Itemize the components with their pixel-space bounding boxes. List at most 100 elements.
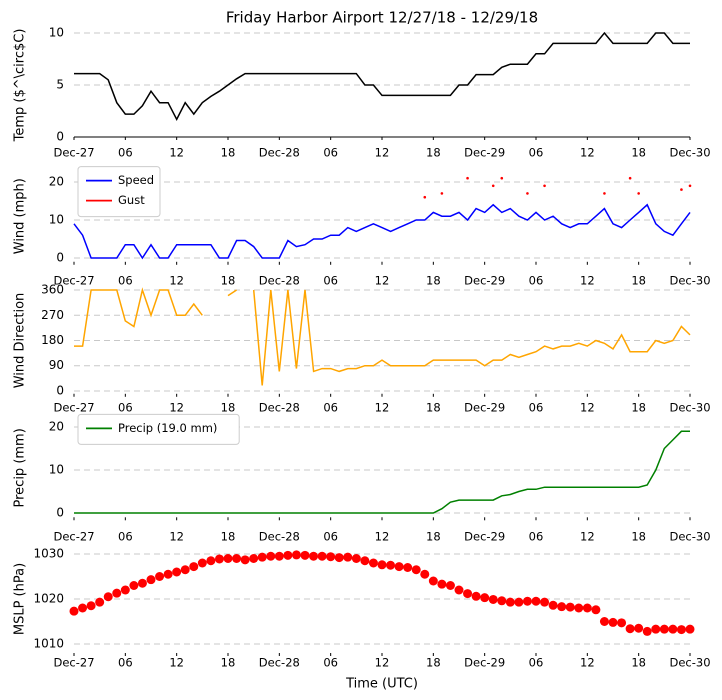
legend-box	[77, 166, 161, 218]
x-tick-label: 12	[169, 530, 184, 544]
x-tick-label: 18	[631, 401, 646, 415]
point	[634, 623, 644, 633]
x-tick-label: 18	[426, 146, 441, 160]
x-tick-label: 06	[323, 530, 338, 544]
point	[497, 596, 507, 606]
point	[514, 597, 524, 607]
point	[617, 618, 627, 628]
y-axis-label: Wind Direction	[13, 293, 28, 389]
x-tick-label: Dec-30	[669, 146, 710, 160]
point	[249, 554, 259, 563]
x-tick-label: 12	[169, 656, 184, 670]
point	[274, 551, 284, 561]
point	[326, 552, 336, 562]
x-tick-label: Dec-29	[464, 401, 505, 415]
x-tick-label: 12	[375, 401, 390, 415]
point	[163, 569, 173, 579]
y-tick-label: 0	[56, 251, 64, 265]
y-axis-label: MSLP (hPa)	[13, 563, 28, 635]
x-tick-label: Dec-28	[259, 146, 300, 160]
point	[206, 556, 216, 566]
point	[463, 589, 473, 599]
x-tick-label: Dec-29	[464, 530, 505, 544]
x-tick-label: 06	[118, 656, 133, 670]
x-tick-label: Dec-30	[669, 530, 710, 544]
series-line	[74, 430, 690, 514]
x-tick-label: Dec-27	[53, 530, 94, 544]
series-line	[73, 203, 691, 260]
point	[309, 551, 319, 561]
point	[78, 603, 88, 613]
point	[266, 551, 276, 561]
x-tick-label: 12	[375, 146, 390, 160]
point	[608, 617, 618, 627]
x-tick-label: 12	[580, 530, 595, 544]
point	[488, 594, 498, 604]
x-tick-label: 12	[580, 656, 595, 670]
point	[522, 596, 532, 606]
point	[368, 558, 378, 568]
point	[445, 581, 455, 590]
x-tick-label: 06	[118, 274, 133, 288]
gust-point	[526, 192, 529, 195]
chart-title: Friday Harbor Airport 12/27/18 - 12/29/1…	[226, 9, 538, 27]
point	[428, 576, 438, 586]
y-tick-label: 1010	[33, 637, 64, 651]
y-tick-label: 0	[56, 506, 64, 520]
x-axis-label: Time (UTC)	[345, 677, 418, 692]
x-tick-label: 18	[426, 656, 441, 670]
x-tick-label: 06	[529, 274, 544, 288]
x-tick-label: 06	[118, 530, 133, 544]
gust-point	[423, 195, 427, 199]
x-tick-label: Dec-29	[464, 146, 505, 160]
x-tick-label: 06	[323, 274, 338, 288]
point	[411, 565, 421, 575]
x-tick-label: Dec-28	[259, 656, 300, 670]
point	[146, 575, 156, 585]
y-tick-label: 0	[56, 383, 64, 397]
x-tick-label: 18	[221, 146, 236, 160]
point	[599, 617, 609, 626]
gust-point	[637, 192, 640, 195]
point	[334, 553, 344, 563]
x-tick-label: 18	[221, 401, 236, 415]
x-tick-label: 12	[580, 146, 595, 160]
x-tick-label: 18	[631, 530, 646, 544]
x-tick-label: 06	[118, 401, 133, 415]
x-tick-label: Dec-27	[53, 401, 94, 415]
x-tick-label: 06	[323, 401, 338, 415]
gust-point	[466, 176, 469, 180]
point	[317, 551, 327, 561]
y-tick-label: 90	[49, 358, 64, 372]
x-tick-label: 18	[426, 274, 441, 288]
point	[103, 592, 113, 602]
series-line	[74, 287, 691, 386]
x-tick-label: Dec-28	[259, 530, 300, 544]
x-tick-label: Dec-28	[259, 401, 300, 415]
x-tick-label: Dec-28	[259, 274, 300, 288]
x-tick-label: Dec-30	[669, 656, 710, 670]
gust-point	[500, 176, 504, 180]
y-tick-label: 10	[49, 213, 64, 227]
x-tick-label: 18	[631, 274, 646, 288]
point	[505, 597, 515, 607]
x-tick-label: Dec-27	[53, 146, 94, 160]
point	[343, 552, 353, 562]
x-tick-label: 06	[323, 656, 338, 670]
point	[420, 569, 430, 579]
y-tick-label: 270	[41, 308, 64, 322]
point	[172, 567, 182, 577]
legend-label: Gust	[118, 193, 145, 207]
x-tick-label: 06	[529, 530, 544, 544]
x-tick-label: 12	[375, 530, 390, 544]
point	[240, 555, 250, 565]
point	[377, 560, 387, 570]
y-tick-label: 0	[56, 130, 64, 144]
legend-label: Speed	[118, 173, 154, 187]
y-tick-label: 1030	[33, 547, 64, 561]
x-tick-label: Dec-30	[669, 401, 710, 415]
gust-point	[680, 188, 683, 191]
point	[676, 625, 686, 635]
point	[86, 601, 96, 611]
